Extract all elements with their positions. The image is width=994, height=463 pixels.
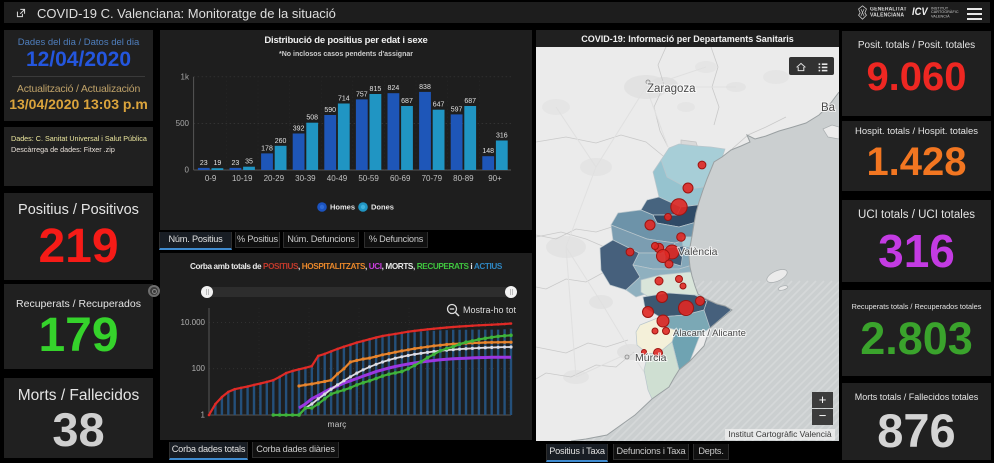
- svg-text:40-49: 40-49: [327, 174, 348, 183]
- svg-text:838: 838: [419, 84, 431, 91]
- svg-text:824: 824: [388, 85, 400, 92]
- svg-text:0: 0: [185, 166, 190, 175]
- svg-text:20-29: 20-29: [264, 174, 285, 183]
- svg-text:Zaragoza: Zaragoza: [647, 83, 696, 95]
- svg-text:Homes: Homes: [330, 203, 355, 212]
- svg-text:687: 687: [401, 98, 413, 105]
- svg-text:316: 316: [496, 133, 508, 140]
- svg-text:Dones: Dones: [371, 203, 394, 212]
- svg-text:70-79: 70-79: [422, 174, 443, 183]
- svg-text:392: 392: [293, 126, 305, 133]
- svg-text:714: 714: [338, 96, 350, 103]
- svg-text:1: 1: [201, 411, 206, 420]
- svg-text:590: 590: [324, 107, 336, 114]
- svg-text:23: 23: [232, 160, 240, 167]
- svg-text:30-39: 30-39: [295, 174, 316, 183]
- svg-text:647: 647: [433, 102, 445, 109]
- svg-text:50-59: 50-59: [358, 174, 379, 183]
- svg-text:500: 500: [176, 119, 190, 128]
- svg-text:març: març: [328, 419, 348, 429]
- svg-text:260: 260: [275, 138, 287, 145]
- svg-text:148: 148: [482, 148, 494, 155]
- svg-text:80-89: 80-89: [453, 174, 474, 183]
- svg-text:815: 815: [370, 86, 382, 93]
- svg-text:10.000: 10.000: [181, 318, 206, 327]
- svg-text:178: 178: [261, 145, 273, 152]
- svg-text:687: 687: [464, 98, 476, 105]
- svg-text:Ba: Ba: [821, 102, 836, 114]
- svg-text:23: 23: [200, 160, 208, 167]
- svg-text:València: València: [678, 246, 718, 258]
- svg-text:508: 508: [306, 115, 318, 122]
- svg-text:35: 35: [245, 159, 253, 166]
- svg-text:0-9: 0-9: [205, 174, 217, 183]
- svg-text:757: 757: [356, 91, 368, 98]
- svg-text:Múrcia: Múrcia: [635, 352, 667, 364]
- svg-text:19: 19: [214, 160, 222, 167]
- svg-text:60-69: 60-69: [390, 174, 411, 183]
- svg-text:100: 100: [192, 364, 206, 373]
- svg-text:1k: 1k: [181, 72, 190, 81]
- svg-text:90+: 90+: [488, 174, 502, 183]
- svg-text:Alacant / Alicante: Alacant / Alicante: [673, 328, 746, 339]
- svg-text:597: 597: [451, 106, 463, 113]
- svg-text:10-19: 10-19: [232, 174, 253, 183]
